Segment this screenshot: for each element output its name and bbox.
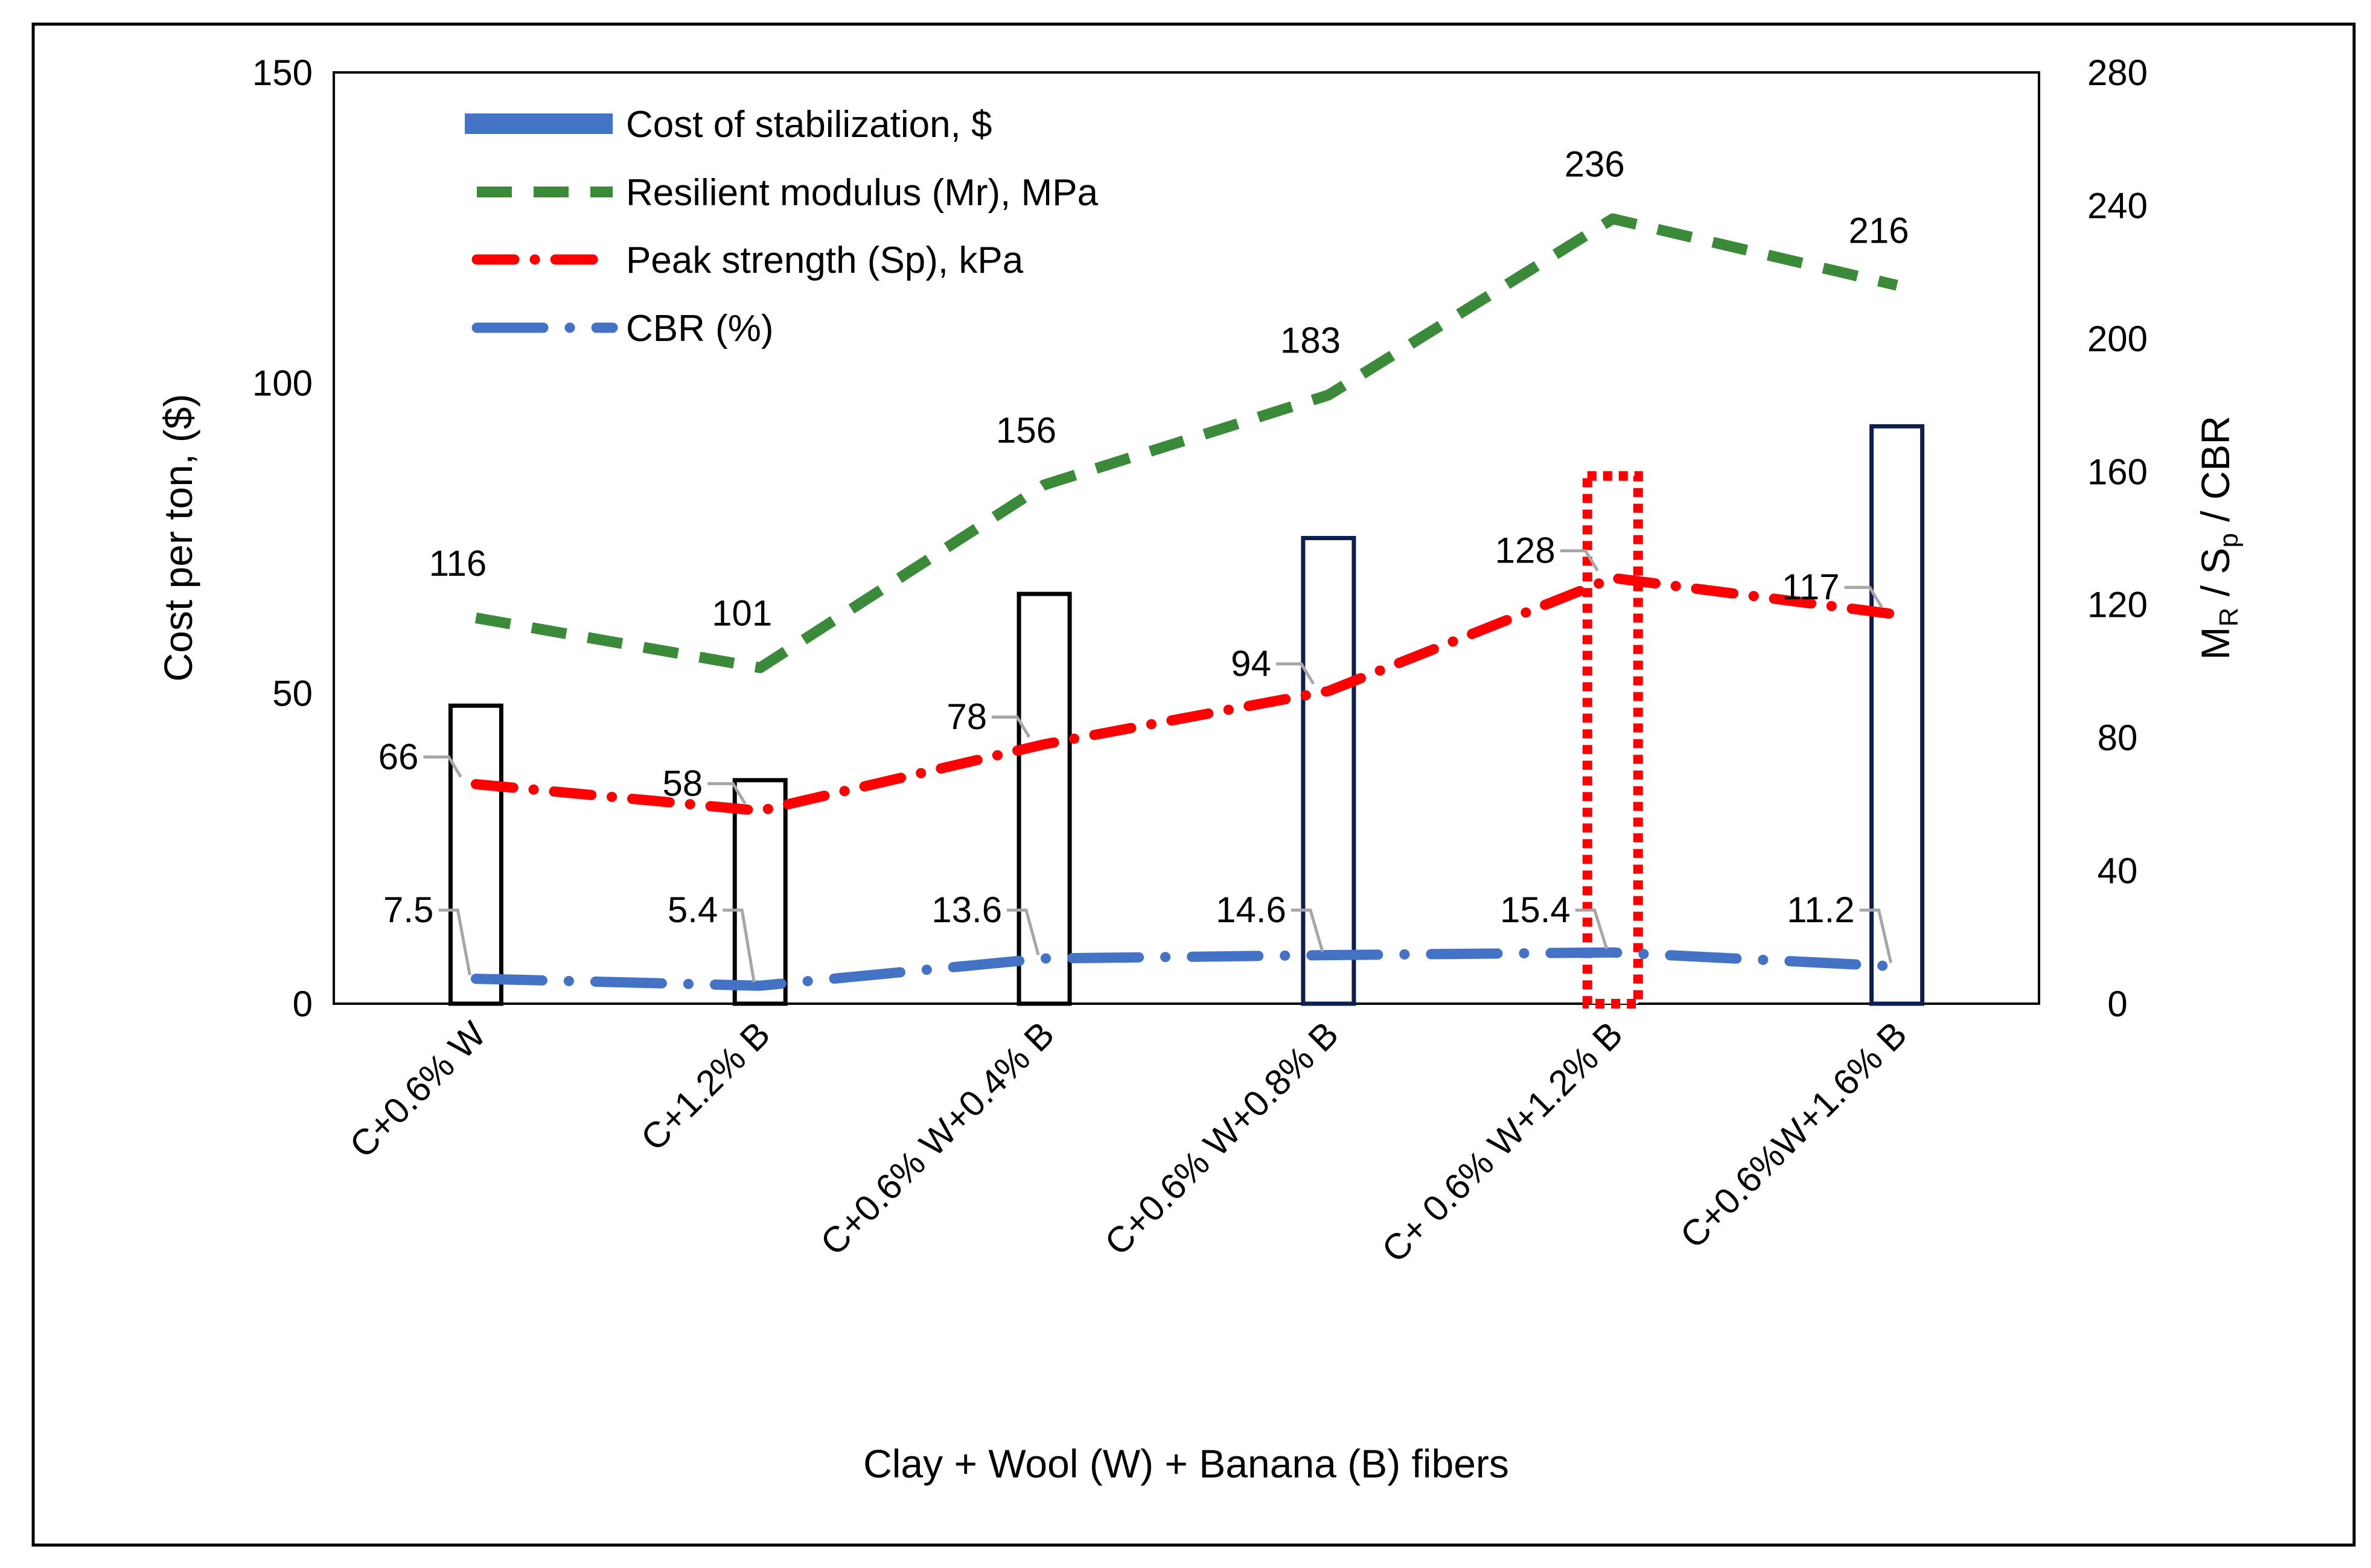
figure-border [31,22,2356,1547]
cbr-data-label: 13.6 [931,890,1002,930]
sp-data-label: 78 [946,696,987,737]
cost-bar [1869,424,1925,1006]
cbr-leader-line [438,908,471,976]
sp-leader-line [423,755,462,778]
cbr-data-label: 5.4 [668,890,718,930]
sp-leader-line [707,782,747,805]
left-axis-tick-label: 50 [272,674,313,714]
sp-data-label: 58 [663,763,703,803]
mr-data-label: 116 [429,543,487,584]
sp-leader-line [992,715,1031,738]
right-axis-tick-label: 200 [2087,319,2148,359]
mr-data-label: 156 [996,410,1056,450]
right-axis-tick-label: 280 [2087,53,2148,93]
cbr-data-label: 7.5 [383,890,433,930]
cbr-leader-line [723,908,756,983]
legend-label-peak-strength: Peak strength (Sp), kPa [626,240,1024,281]
sp-leader-line [1275,662,1315,685]
mr-data-label: 236 [1565,144,1625,184]
right-axis-tick-label: 80 [2098,718,2138,758]
cbr-leader-line [1007,908,1040,955]
right-axis-tick-label: 0 [2107,984,2127,1024]
mr-data-label: 183 [1280,320,1341,361]
mr-data-label: 216 [1849,211,1909,251]
left-axis-tick-label: 0 [293,984,313,1024]
right-axis-tick-label: 120 [2087,585,2148,625]
cbr-data-label: 14.6 [1216,890,1286,930]
cbr-line [470,947,1903,991]
sp-data-label: 117 [1782,567,1840,607]
sp-data-label: 66 [378,736,419,777]
cost-bar [448,703,503,1006]
cost-bar [1301,536,1356,1006]
mr-data-label: 101 [712,593,772,633]
legend-label-cbr: CBR (%) [626,308,774,349]
cost-bar [1016,591,1072,1006]
peak-strength-line [470,573,1903,816]
sp-leader-line [1844,585,1883,608]
left-axis-title: Cost per ton, ($) [156,394,200,682]
legend-label-cost: Cost of stabilization, $ [626,104,992,145]
right-axis-tick-label: 40 [2098,851,2138,891]
left-axis-tick-label: 100 [252,363,313,403]
cbr-data-label: 11.2 [1787,890,1854,930]
sp-data-label: 94 [1231,643,1271,684]
legend-label-resilient-modulus: Resilient modulus (Mr), MPa [626,172,1099,214]
cbr-data-label: 15.4 [1500,890,1571,930]
sp-data-label: 128 [1495,531,1556,571]
right-axis-title: MR / Sp / CBR [2193,416,2244,660]
cbr-leader-line [1575,908,1609,949]
left-axis-tick-label: 150 [252,53,313,93]
resilient-modulus-line [474,213,1898,674]
cbr-leader-line [1291,908,1324,952]
plot-area-frame [333,71,2040,1005]
sp-leader-line [1560,549,1599,572]
cost-bar [732,778,788,1006]
x-axis-title: Clay + Wool (W) + Banana (B) fibers [863,1441,1509,1486]
right-axis-tick-label: 240 [2087,185,2148,226]
cost-bar [1582,471,1643,1009]
cbr-leader-line [1859,908,1893,963]
right-axis-tick-label: 160 [2087,451,2148,492]
